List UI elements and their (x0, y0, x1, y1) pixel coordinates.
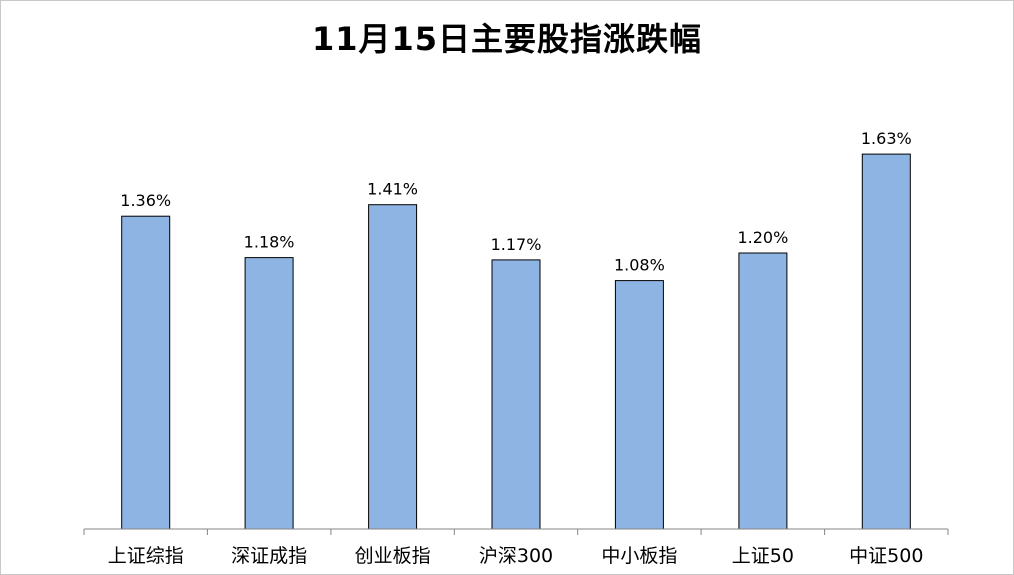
bar-6 (738, 252, 788, 530)
bar-5 (614, 280, 664, 530)
bar-3 (368, 204, 418, 530)
bar-1 (121, 215, 171, 530)
tick-labels-layer: 上证综指 深证成指 创业板指 沪深300 中小板指 上证50 中证500 (108, 545, 924, 567)
bar-7 (861, 153, 911, 530)
x-tick-label-3: 创业板指 (355, 545, 431, 567)
data-label-3: 1.41% (367, 180, 418, 199)
data-label-4: 1.17% (491, 235, 542, 254)
data-label-6: 1.20% (737, 228, 788, 247)
data-label-5: 1.08% (614, 256, 665, 275)
x-tick-label-2: 深证成指 (231, 545, 307, 567)
x-axis (83, 528, 949, 535)
data-label-1: 1.36% (120, 191, 171, 210)
x-tick-label-6: 上证50 (732, 545, 794, 567)
data-label-7: 1.63% (861, 129, 912, 148)
x-tick-label-7: 中证500 (849, 545, 923, 567)
data-labels-layer: 1.36% 1.18% 1.41% 1.17% 1.08% 1.20% 1.63% (120, 129, 911, 275)
bars-layer (121, 153, 911, 530)
x-tick-label-4: 沪深300 (479, 545, 553, 567)
bar-4 (491, 259, 541, 530)
x-tick-label-1: 上证综指 (108, 545, 184, 567)
x-tick-label-5: 中小板指 (601, 545, 677, 567)
chart-title: 11月15日主要股指涨跌幅 (311, 20, 703, 58)
bar-2 (244, 257, 294, 530)
data-label-2: 1.18% (244, 233, 295, 252)
